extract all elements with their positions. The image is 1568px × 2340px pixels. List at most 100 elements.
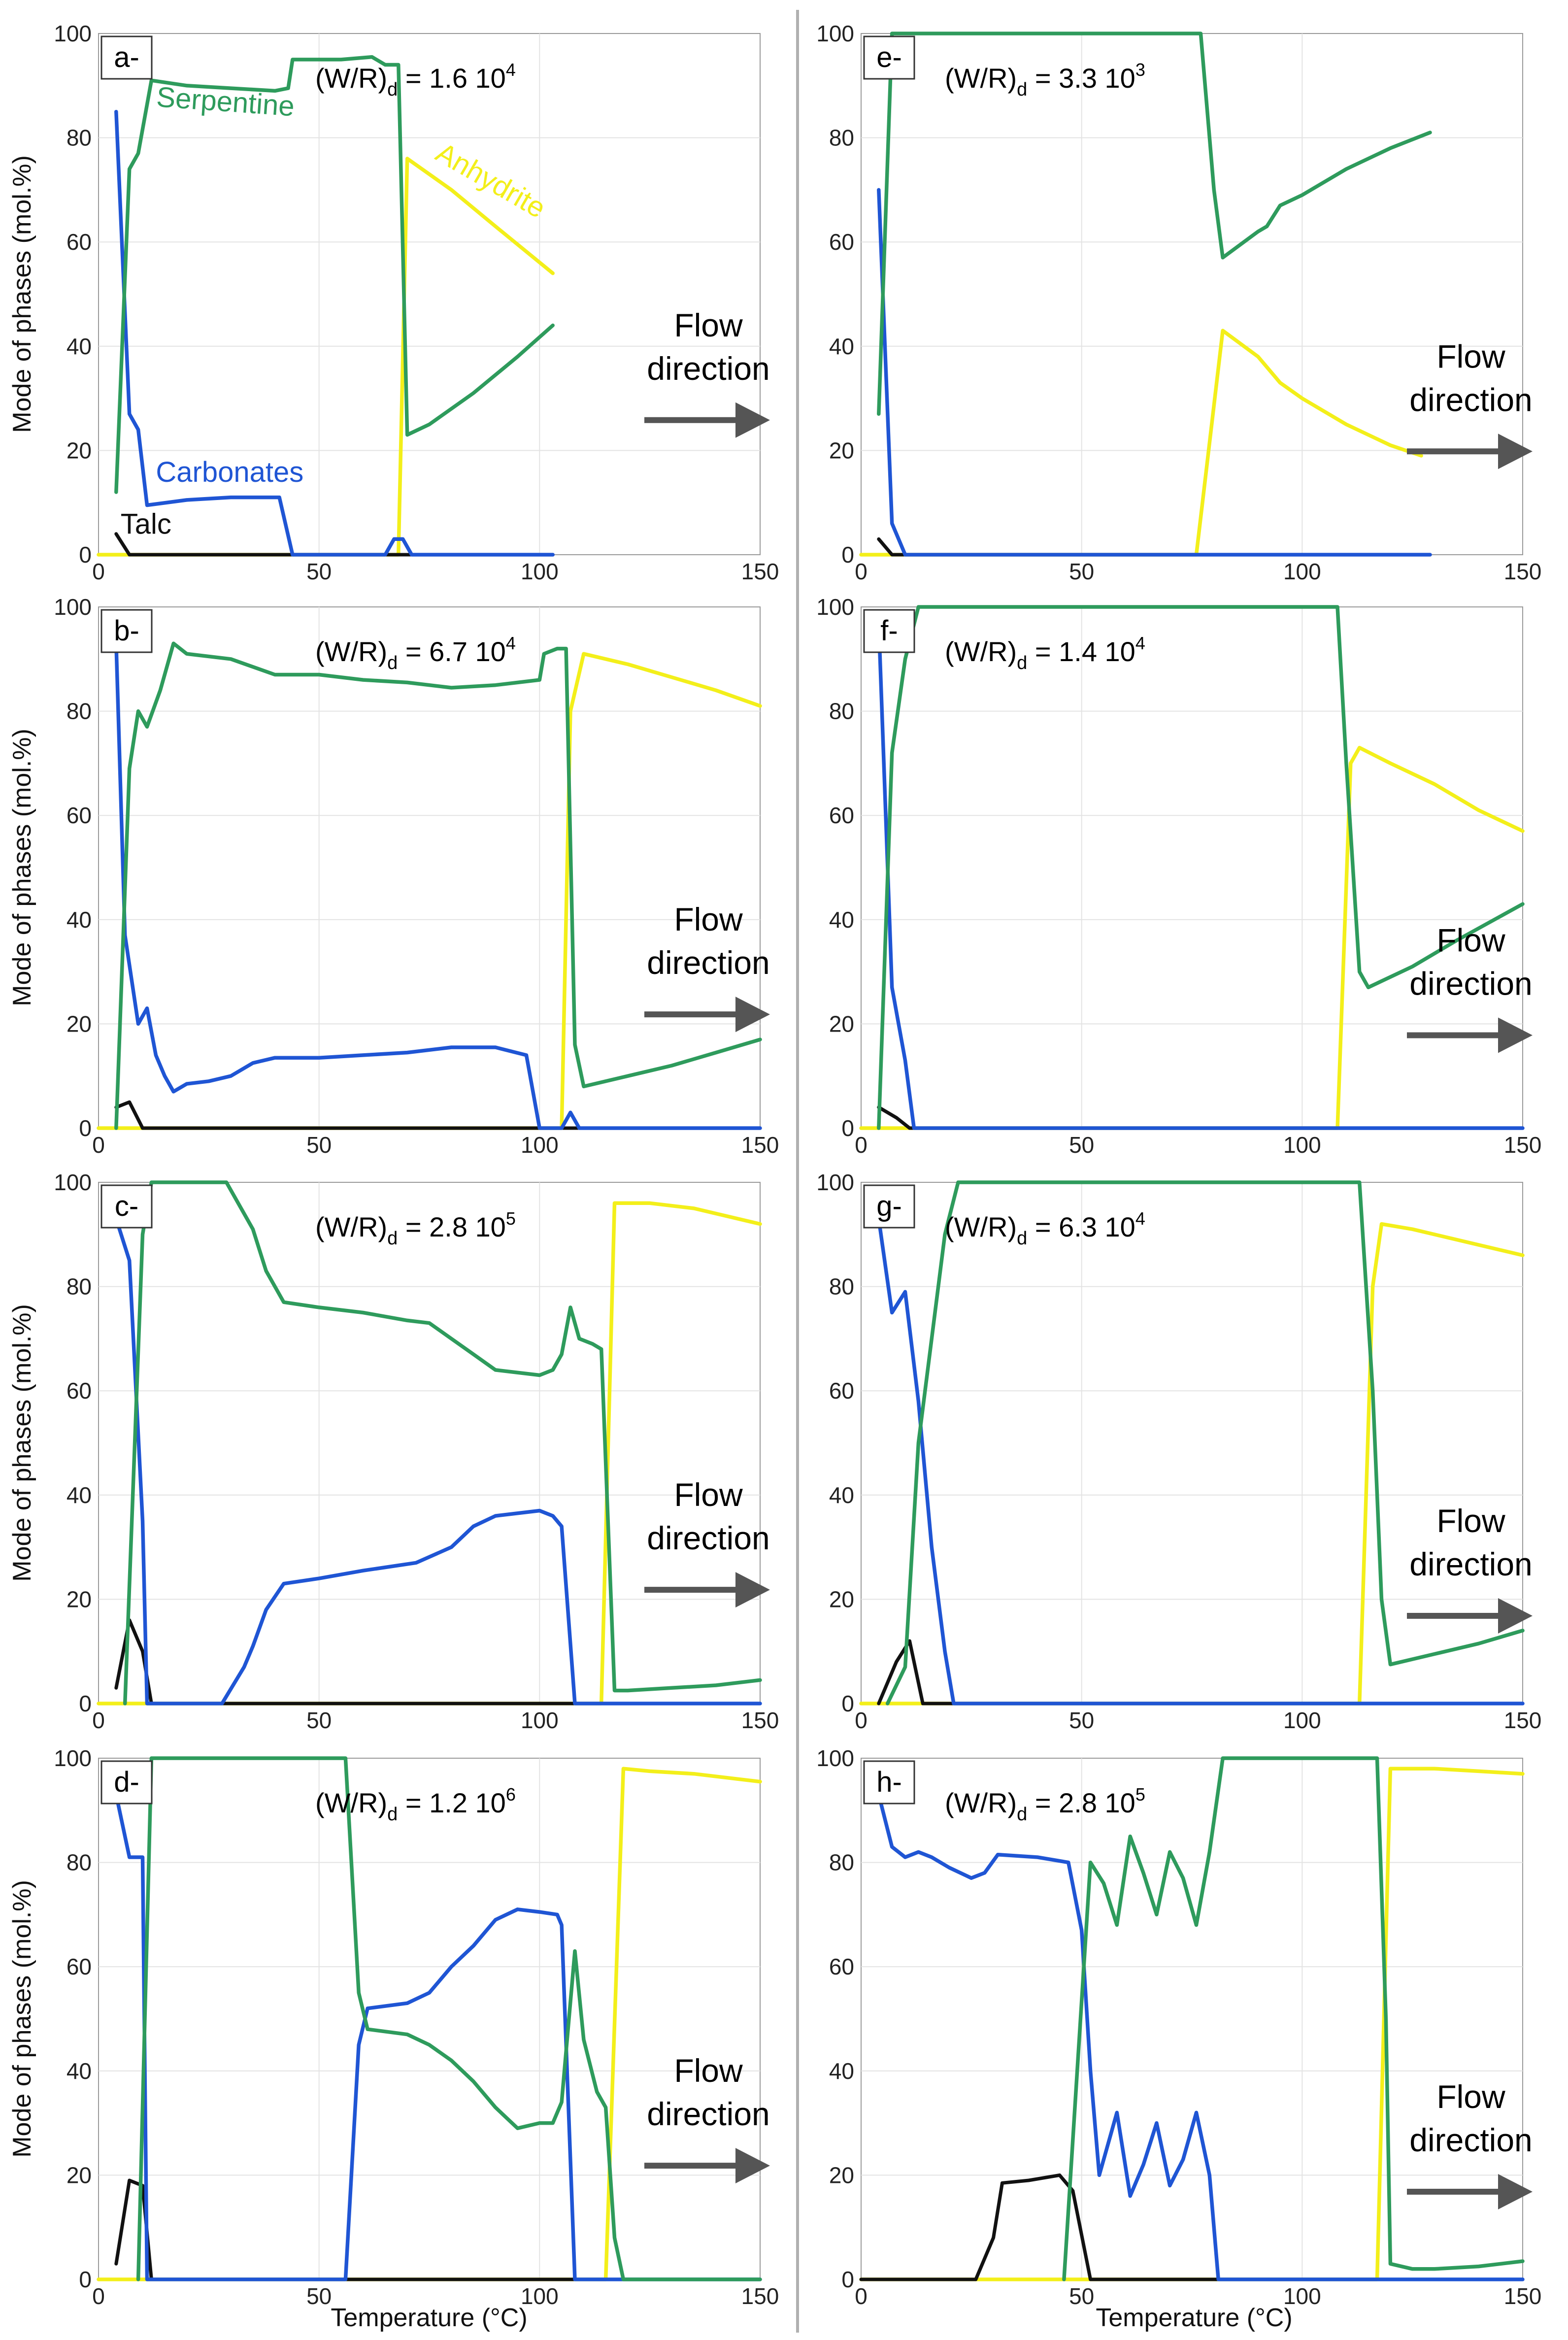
wr-ratio-base: (W/R) xyxy=(945,636,1017,667)
panel-h: 0 50 100 150 0 20 40 60 80 100 h- (W/R)d = 2.8 105 F… xyxy=(816,1745,1541,2309)
y-tick-label: 40 xyxy=(829,2058,854,2084)
y-tick-label: 40 xyxy=(829,1482,854,1508)
panel-label: c- xyxy=(115,1190,138,1222)
x-tick-label: 0 xyxy=(855,2283,867,2309)
series-line-serpentine xyxy=(123,1180,762,1705)
flow-direction-label: direction xyxy=(1409,2122,1532,2158)
series-line-talc xyxy=(859,2173,1525,2281)
x-tick-label: 0 xyxy=(92,559,105,584)
y-tick-label: 0 xyxy=(841,1115,854,1141)
panel-label-box xyxy=(100,609,153,653)
series-line-carbonates xyxy=(877,1217,1525,1705)
wr-ratio-exponent: 4 xyxy=(506,60,516,80)
x-tick-label: 100 xyxy=(521,2283,559,2309)
wr-ratio-value: = 3.3 10 xyxy=(1027,63,1135,94)
x-tick-label: 100 xyxy=(1283,559,1321,584)
flow-direction-label: direction xyxy=(647,2096,769,2132)
y-tick-label: 100 xyxy=(816,1170,854,1195)
series-line-carbonates xyxy=(114,109,555,557)
flow-arrow-icon xyxy=(735,1572,770,1608)
y-tick-label: 40 xyxy=(67,2058,92,2084)
series-line-serpentine xyxy=(136,1756,762,2281)
y-tick-label: 80 xyxy=(67,1274,92,1300)
wr-ratio-subscript: d xyxy=(387,79,398,100)
y-tick-label: 100 xyxy=(54,21,92,46)
y-tick-label: 60 xyxy=(829,802,854,828)
x-tick-label: 0 xyxy=(92,1707,105,1733)
plot-area xyxy=(861,33,1523,555)
flow-arrow-icon xyxy=(1498,1017,1533,1053)
y-tick-label: 40 xyxy=(67,334,92,359)
wr-ratio-value: = 2.8 10 xyxy=(398,1211,506,1242)
x-tick-label: 50 xyxy=(306,1132,332,1158)
x-tick-label: 150 xyxy=(741,2283,779,2309)
wr-ratio-exponent: 6 xyxy=(506,1784,516,1805)
x-tick-label: 50 xyxy=(306,1707,332,1733)
x-tick-label: 150 xyxy=(1504,1132,1542,1158)
panel-g: 0 50 100 150 0 20 40 60 80 100 g- (W/R)d = 6.3 104 F… xyxy=(816,1170,1541,1733)
panel-label: f- xyxy=(880,615,898,647)
wr-ratio-exponent: 3 xyxy=(1135,60,1145,80)
y-axis-label: Mode of phases (mol.%) xyxy=(8,729,36,1006)
y-tick-label: 80 xyxy=(829,125,854,151)
wr-ratio-base: (W/R) xyxy=(315,636,387,667)
wr-ratio-base: (W/R) xyxy=(945,1787,1017,1818)
y-tick-label: 60 xyxy=(67,229,92,255)
y-tick-label: 80 xyxy=(829,1850,854,1875)
panel-b: 0 50 100 150 0 20 40 60 80 100 Mode of phases (mol… xyxy=(8,594,779,1158)
series-line-carbonates xyxy=(877,188,1432,557)
panel-d: 0 50 100 150 0 20 40 60 80 100 Mode of phases (mol… xyxy=(8,1745,779,2309)
y-tick-label: 60 xyxy=(67,1954,92,1979)
x-tick-label: 100 xyxy=(1283,2283,1321,2309)
flow-direction-label: Flow xyxy=(674,1476,743,1513)
plot-area xyxy=(861,606,1523,1129)
y-tick-label: 100 xyxy=(816,594,854,620)
wr-ratio-base: (W/R) xyxy=(315,63,387,94)
wr-ratio-subscript: d xyxy=(1017,1228,1027,1249)
plot-area xyxy=(861,1758,1523,2280)
x-tick-label: 150 xyxy=(1504,559,1542,584)
x-tick-label: 50 xyxy=(306,559,332,584)
y-tick-label: 80 xyxy=(67,125,92,151)
x-tick-label: 50 xyxy=(1069,2283,1094,2309)
x-tick-label: 0 xyxy=(855,1707,867,1733)
series-line-serpentine xyxy=(114,55,555,494)
x-tick-label: 50 xyxy=(306,2283,332,2309)
x-tick-label: 100 xyxy=(1283,1132,1321,1158)
y-tick-label: 0 xyxy=(79,2267,92,2292)
x-tick-label: 0 xyxy=(92,2283,105,2309)
x-tick-label: 150 xyxy=(741,559,779,584)
y-tick-label: 20 xyxy=(829,1011,854,1036)
wr-ratio-subscript: d xyxy=(387,653,398,673)
y-tick-label: 0 xyxy=(79,542,92,568)
y-tick-label: 40 xyxy=(829,334,854,359)
panel-label: b- xyxy=(114,615,139,647)
y-tick-label: 20 xyxy=(829,437,854,463)
wr-ratio-subscript: d xyxy=(1017,79,1027,100)
y-tick-label: 60 xyxy=(829,1378,854,1404)
x-tick-label: 100 xyxy=(521,559,559,584)
wr-ratio-label: (W/R)d = 6.3 104 xyxy=(945,1208,1145,1249)
flow-direction-label: Flow xyxy=(1436,338,1505,374)
flow-direction-label: Flow xyxy=(674,2052,743,2089)
flow-direction-label: direction xyxy=(647,1520,769,1556)
series-line-carbonates xyxy=(114,1793,762,2281)
y-tick-label: 20 xyxy=(67,2162,92,2188)
wr-ratio-base: (W/R) xyxy=(315,1787,387,1818)
phase-label-talc: Talc xyxy=(121,508,171,540)
series-line-serpentine xyxy=(877,32,1432,416)
y-axis-label: Mode of phases (mol.%) xyxy=(8,1304,36,1582)
x-tick-label: 150 xyxy=(741,1707,779,1733)
wr-ratio-value: = 6.7 10 xyxy=(398,636,506,667)
y-tick-label: 100 xyxy=(54,1170,92,1195)
series-line-talc xyxy=(114,1100,762,1130)
flow-arrow-icon xyxy=(1498,434,1533,469)
x-tick-label: 0 xyxy=(855,559,867,584)
flow-direction-label: Flow xyxy=(674,901,743,937)
wr-ratio-base: (W/R) xyxy=(315,1211,387,1242)
y-tick-label: 60 xyxy=(829,1954,854,1979)
panel-label-box xyxy=(863,35,915,80)
panel-label-box xyxy=(863,1760,915,1805)
